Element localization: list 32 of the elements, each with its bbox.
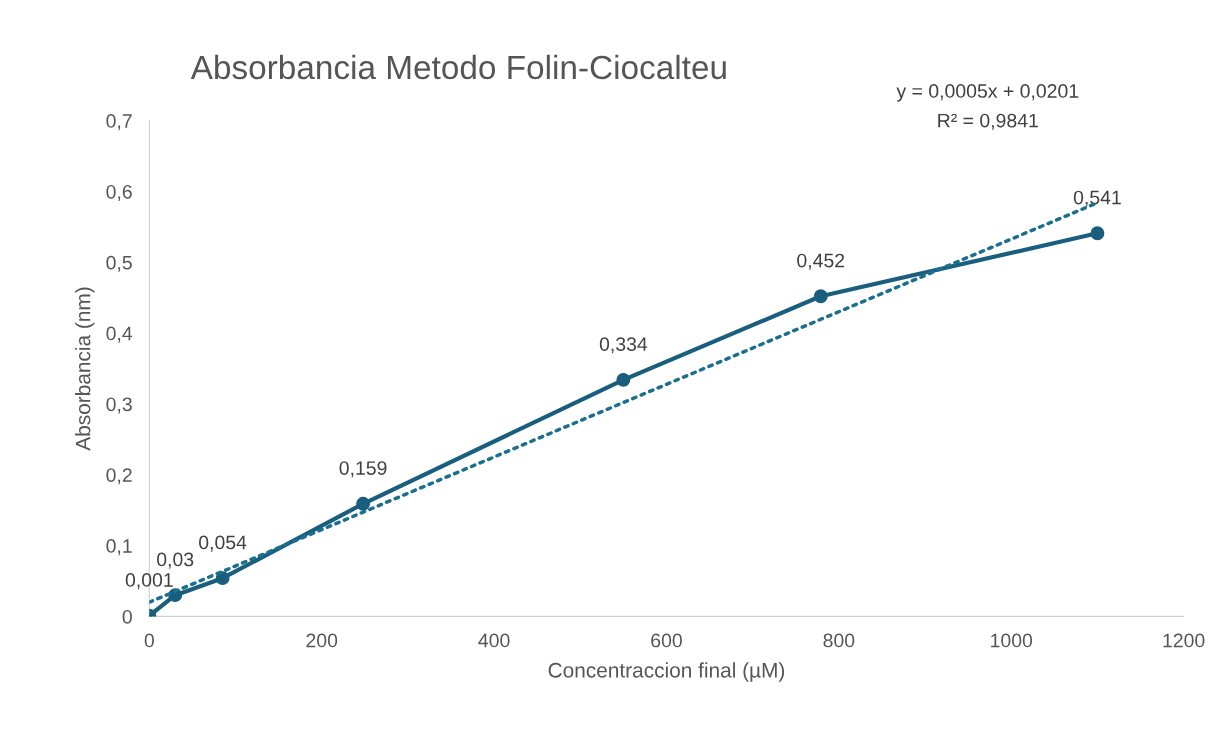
y-tick-label: 0	[122, 609, 132, 624]
data-label: 0,03	[157, 552, 194, 569]
y-tick-label: 0,7	[106, 114, 132, 131]
y-tick-label: 0,3	[106, 397, 132, 414]
data-label: 0,452	[797, 253, 845, 270]
x-tick-label: 1000	[991, 633, 1033, 648]
point	[616, 372, 631, 387]
x-tick-label: 400	[478, 633, 510, 648]
y-axis-title: Absorbancia (nm)	[75, 287, 95, 451]
y-tick-label: 0,2	[106, 468, 132, 485]
y-tick-label: 0,5	[106, 255, 132, 272]
x-tick-label: 800	[823, 633, 855, 648]
x-tick-label: 600	[651, 633, 682, 648]
x-tick-label: 1200	[1163, 633, 1205, 648]
data-label: 0,334	[599, 337, 648, 354]
point	[1090, 226, 1105, 241]
y-tick-label: 0,4	[106, 326, 133, 343]
annotation: R² = 0,9841	[938, 113, 1038, 130]
y-tick-label: 0,6	[106, 184, 132, 201]
y-tick-label: 0,1	[106, 539, 132, 556]
point	[215, 571, 230, 586]
point	[813, 289, 828, 304]
x-tick-label: 0	[144, 633, 154, 648]
data-label: 0,001	[125, 573, 173, 590]
point	[356, 496, 371, 511]
data-label: 0,054	[199, 535, 247, 552]
data-label: 0,541	[1073, 190, 1121, 207]
x-tick-label: 200	[306, 633, 338, 648]
chart-title: Absorbancia Metodo Folin-Ciocalteu	[190, 54, 726, 80]
text: y = 0,0005x + 0,0201	[896, 84, 1079, 102]
x-axis-title: Concentraccion final (µM)	[548, 662, 785, 682]
data-label: 0,159	[339, 461, 387, 478]
